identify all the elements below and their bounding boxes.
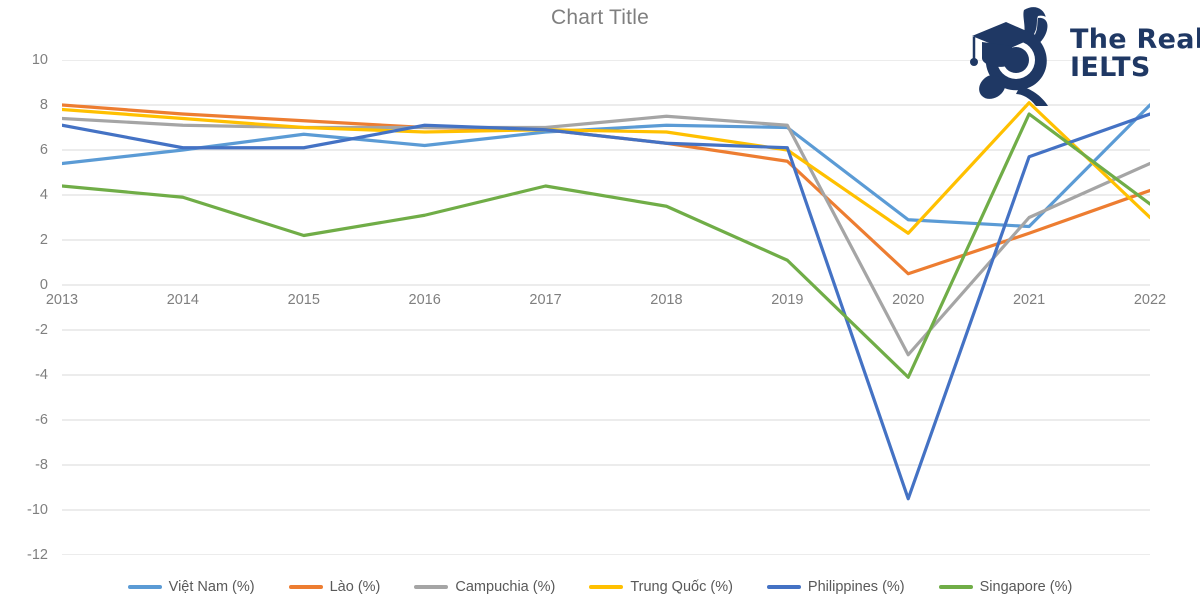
legend-item-label: Lào (%) bbox=[329, 578, 381, 595]
x-axis-tick-label: 2021 bbox=[1012, 292, 1046, 308]
y-axis-tick-label: -10 bbox=[27, 501, 48, 518]
legend-color-swatch bbox=[589, 584, 624, 589]
y-axis-tick-label: 0 bbox=[39, 276, 48, 293]
x-axis-tick-label: 2014 bbox=[166, 292, 200, 308]
x-axis-tick-label: 2017 bbox=[529, 292, 562, 308]
series-line[interactable] bbox=[62, 105, 1150, 227]
legend-color-swatch bbox=[288, 584, 323, 589]
plot-area bbox=[62, 60, 1150, 555]
rabbit-graduate-icon bbox=[970, 7, 1051, 106]
legend-item[interactable]: Philippines (%) bbox=[766, 578, 905, 595]
legend-item-label: Singapore (%) bbox=[979, 578, 1073, 595]
legend-color-swatch bbox=[127, 584, 162, 589]
legend-color-swatch bbox=[414, 584, 449, 589]
x-axis-tick-label: 2022 bbox=[1133, 292, 1167, 308]
legend-item-label: Việt Nam (%) bbox=[168, 578, 255, 595]
y-axis-tick-label: 2 bbox=[39, 231, 48, 248]
x-axis: 2013 2014 2015 2016 2017 2018 2019 2020 2021 2022 bbox=[46, 60, 1166, 555]
x-axis-tick-label: 2020 bbox=[892, 292, 925, 308]
series-line[interactable] bbox=[62, 114, 1150, 499]
legend-item[interactable]: Việt Nam (%) bbox=[127, 578, 255, 595]
logo-line-1: The Real bbox=[1070, 23, 1200, 55]
y-axis-tick-label: 10 bbox=[31, 51, 48, 68]
x-axis-tick-label: 2018 bbox=[650, 292, 683, 308]
legend-color-swatch bbox=[938, 584, 973, 589]
series-line[interactable] bbox=[62, 114, 1150, 377]
y-axis-tick-label: 8 bbox=[39, 96, 48, 113]
series-line[interactable] bbox=[62, 103, 1150, 234]
logo-line-2: IELTS bbox=[1070, 52, 1151, 83]
y-axis-tick-label: -8 bbox=[35, 456, 48, 473]
legend-item[interactable]: Singapore (%) bbox=[938, 578, 1073, 595]
chart-legend: Việt Nam (%) Lào (%) Campuchia (%) Trung Qu… bbox=[0, 578, 1200, 595]
y-axis-tick-label: -6 bbox=[35, 411, 48, 428]
brand-logo: The Real IELTS bbox=[962, 2, 1200, 106]
legend-item-label: Philippines (%) bbox=[807, 578, 905, 595]
series-line[interactable] bbox=[62, 116, 1150, 355]
legend-item[interactable]: Campuchia (%) bbox=[414, 578, 556, 595]
legend-item-label: Trung Quốc (%) bbox=[630, 578, 733, 595]
legend-item[interactable]: Lào (%) bbox=[288, 578, 381, 595]
logo-wordmark: The Real IELTS bbox=[1070, 23, 1200, 83]
legend-color-swatch bbox=[766, 584, 801, 589]
x-axis-tick-label: 2019 bbox=[771, 292, 804, 308]
y-axis-tick-label: -4 bbox=[35, 366, 48, 383]
y-axis-tick-label: -2 bbox=[35, 321, 48, 338]
plot-lines bbox=[62, 60, 1150, 555]
x-axis-tick-label: 2013 bbox=[45, 292, 79, 308]
x-axis-tick-label: 2016 bbox=[408, 292, 441, 308]
y-axis-tick-label: -12 bbox=[27, 546, 48, 563]
y-axis-tick-label: 4 bbox=[39, 186, 48, 203]
y-axis-tick-label: 6 bbox=[39, 141, 48, 158]
x-axis-tick-label: 2015 bbox=[287, 292, 320, 308]
legend-item[interactable]: Trung Quốc (%) bbox=[589, 578, 733, 595]
legend-item-label: Campuchia (%) bbox=[455, 578, 556, 595]
y-axis: 10 8 6 4 2 0 -2 -4 -6 -8 -10 -12 bbox=[0, 53, 56, 562]
chart-title[interactable]: Chart Title bbox=[551, 6, 649, 29]
